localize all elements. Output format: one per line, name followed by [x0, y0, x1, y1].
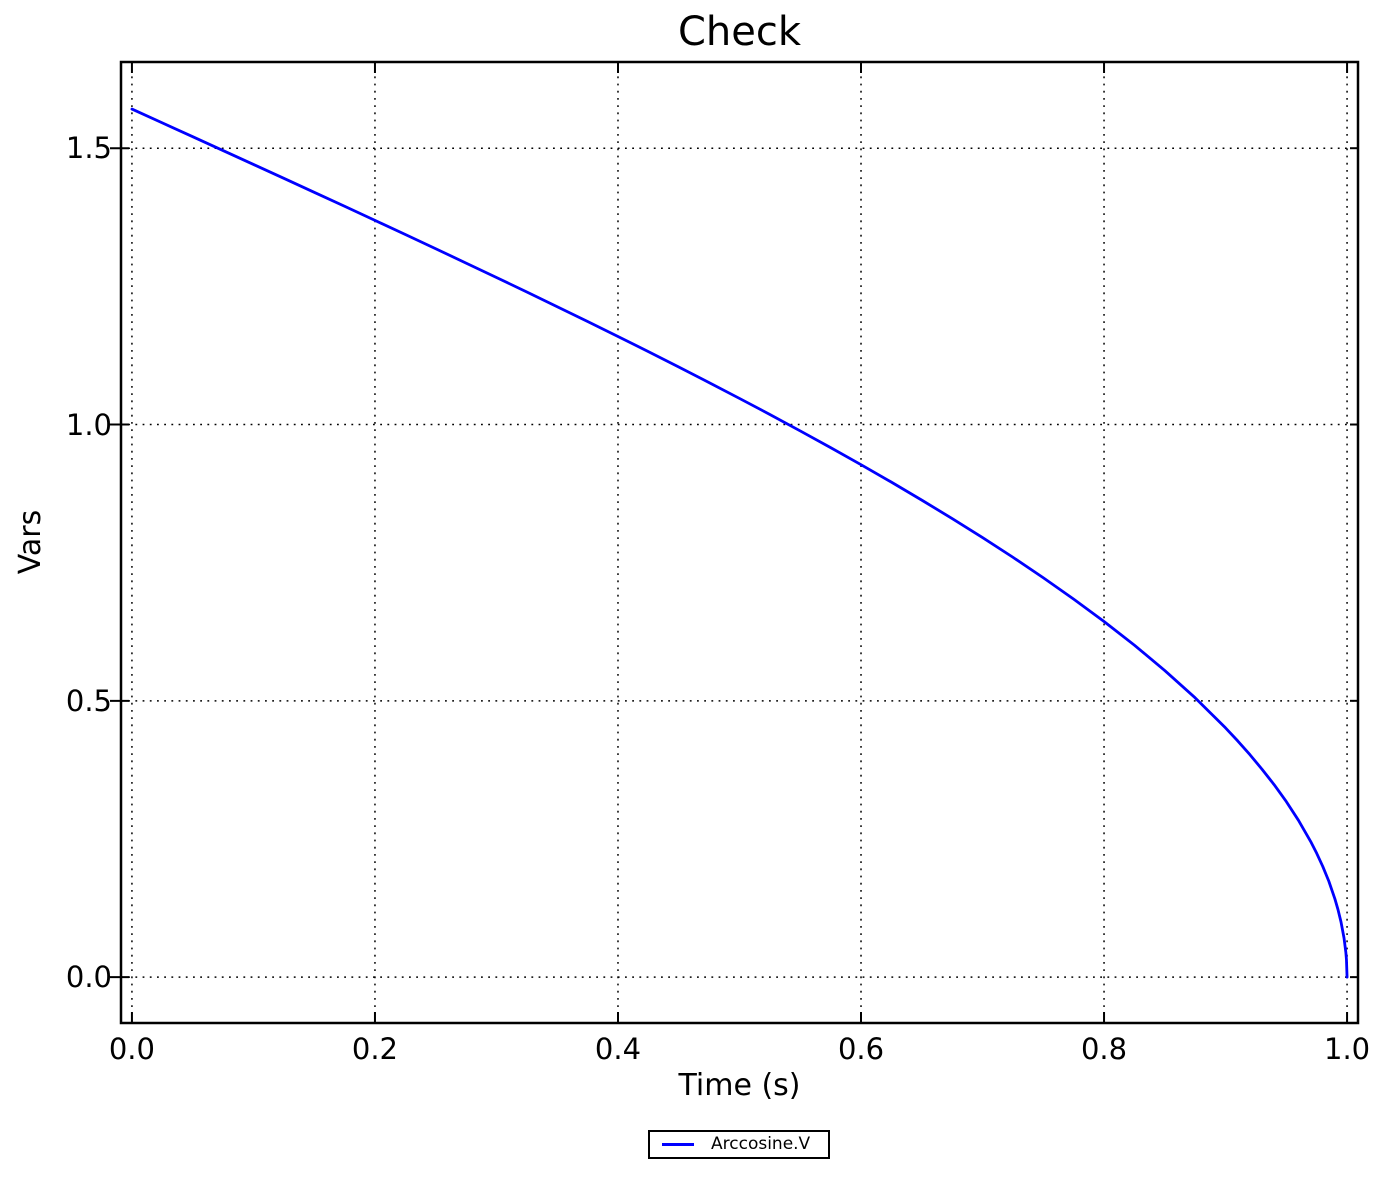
gridlines [121, 62, 1358, 1023]
x-tick-label: 0.4 [594, 1032, 642, 1066]
y-tick-label: 1.5 [65, 131, 112, 166]
legend-box: Arccosine.V [648, 1130, 830, 1159]
axis-ticks [110, 62, 1358, 1023]
x-tick-label: 1.0 [1324, 1032, 1371, 1066]
plot-border [119, 60, 1360, 1025]
legend-entry-label: Arccosine.V [711, 1134, 811, 1154]
y-tick-label: 1.0 [65, 407, 112, 442]
x-tick-label: 0.6 [837, 1032, 885, 1066]
x-axis-label: Time (s) [678, 1068, 801, 1103]
y-tick-label: 0.5 [65, 683, 112, 718]
x-tick-label: 0.8 [1080, 1032, 1128, 1066]
series-line [130, 107, 1349, 979]
x-tick-label: 0.0 [108, 1032, 155, 1066]
legend-line-sample-icon [662, 1143, 694, 1146]
x-tick-label: 0.2 [351, 1032, 399, 1066]
chart-title: Check [677, 9, 802, 55]
data-series [130, 107, 1349, 979]
y-tick-label: 0.0 [65, 960, 112, 995]
